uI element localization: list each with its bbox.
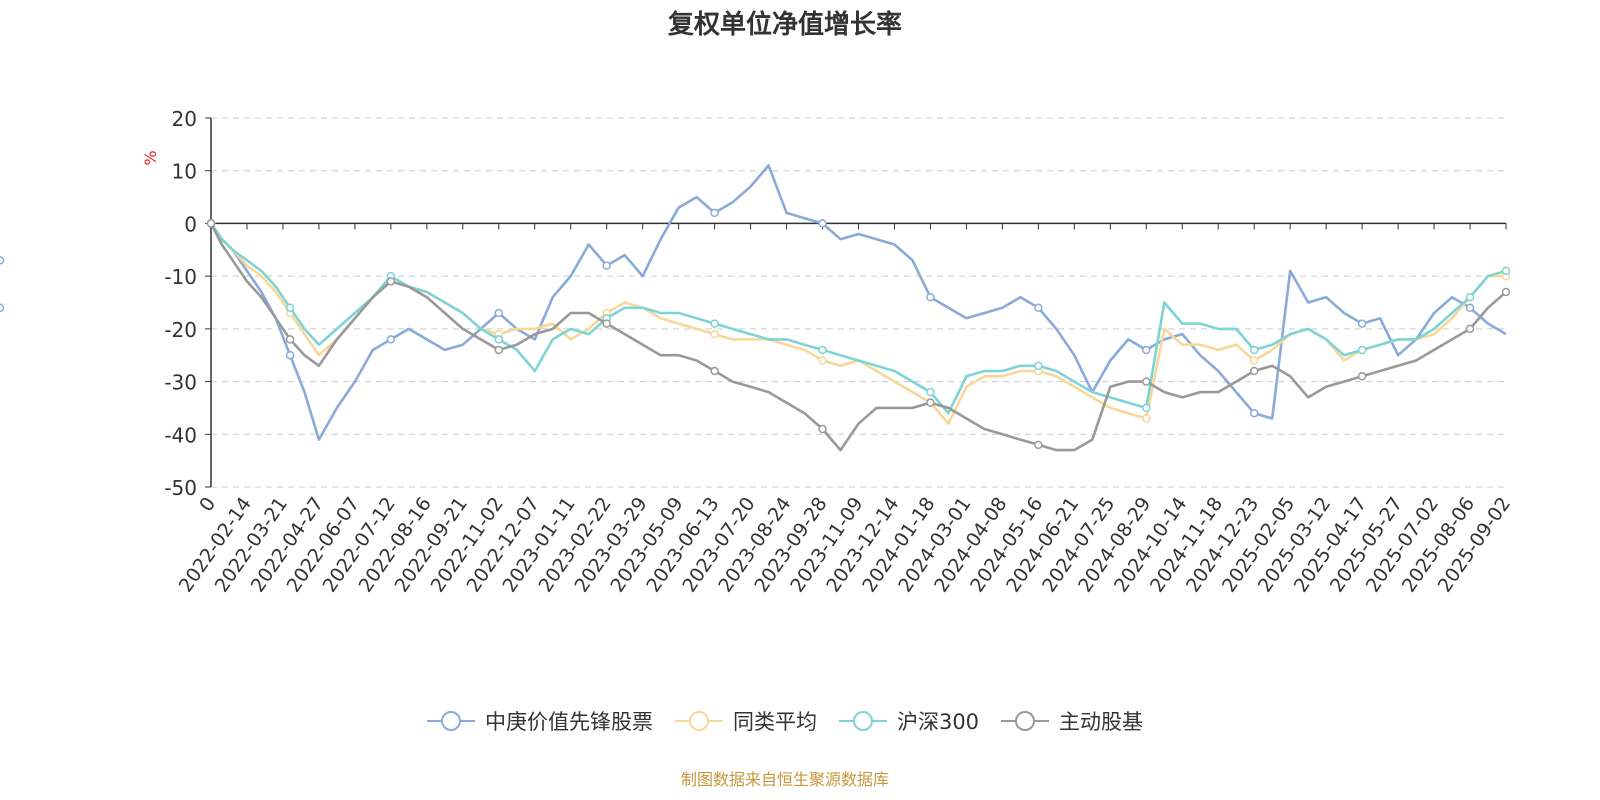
series-line-0 [209,164,1507,441]
data-point [1142,377,1151,386]
data-point [494,335,504,344]
data-point [926,387,935,397]
data-point [494,308,504,318]
legend-label: 主动股基 [1059,710,1144,734]
data-point [206,219,216,228]
series-line-2 [209,222,1507,415]
data-point [1501,287,1511,297]
data-point [1142,414,1151,423]
data-point [1501,266,1511,276]
data-point [926,398,935,407]
y-tick-label: -20 [164,318,197,342]
data-point [818,424,827,434]
y-axis-unit: % [141,150,160,165]
data-point [1034,303,1043,313]
y-tick-label: 10 [172,160,197,184]
legend: 中庚价值先锋股票 同类平均 沪深300 主动股基 [0,706,1570,736]
data-point [1465,324,1475,334]
data-point [710,208,719,218]
data-point [602,261,611,270]
series-line-1 [209,222,1506,426]
data-point [1357,345,1367,355]
data-point [1249,345,1259,355]
x-tick-label: 0 [195,493,220,516]
data-point [0,303,5,313]
y-tick-label: -30 [164,371,197,395]
data-point [1249,366,1259,376]
data-point [386,277,396,286]
data-point [285,350,295,360]
data-point [1142,403,1151,413]
data-point [386,335,396,344]
chart-title: 复权单位净值增长率 [667,10,902,40]
data-point [1465,303,1475,313]
data-point [818,345,827,355]
data-point [1034,440,1043,450]
data-point [710,319,719,328]
y-tick-label: -40 [164,423,197,447]
y-tick-label: 20 [172,107,197,131]
series-line-3 [209,222,1507,452]
legend-item[interactable]: 沪深300 [838,706,980,736]
legend-marker-icon [674,711,723,731]
legend-item[interactable]: 主动股基 [1001,706,1143,736]
data-point [494,345,504,355]
legend-item[interactable]: 中庚价值先锋股票 [426,706,653,736]
data-point [1142,345,1151,355]
data-point [710,329,719,339]
series-lines [0,164,1511,452]
data-point [1249,356,1259,365]
data-point [926,292,935,302]
y-tick-label: -10 [164,265,197,289]
data-point [602,319,611,328]
y-tick-label: 0 [184,212,197,236]
y-tick-label: -50 [164,476,197,500]
data-point [710,366,719,376]
legend-label: 同类平均 [732,710,817,734]
data-point [818,219,827,228]
data-point [285,335,295,344]
data-point [1249,408,1259,418]
data-point [1357,372,1367,381]
legend-label: 中庚价值先锋股票 [484,710,653,734]
legend-label: 沪深300 [896,710,980,734]
data-point [0,256,5,265]
data-point [1034,361,1043,371]
data-point [818,356,827,365]
legend-marker-icon [838,711,887,731]
source-note: 制图数据来自恒生聚源数据库 [680,770,889,789]
legend-item[interactable]: 同类平均 [674,706,817,736]
legend-marker-icon [1001,711,1050,731]
axes [205,117,1507,488]
legend-marker-icon [426,711,475,731]
data-point [1465,292,1475,302]
data-point [1357,319,1367,328]
data-point [285,303,295,313]
line-chart: 20100-10-20-30-40-50%02022-02-142022-03-… [0,107,1515,596]
